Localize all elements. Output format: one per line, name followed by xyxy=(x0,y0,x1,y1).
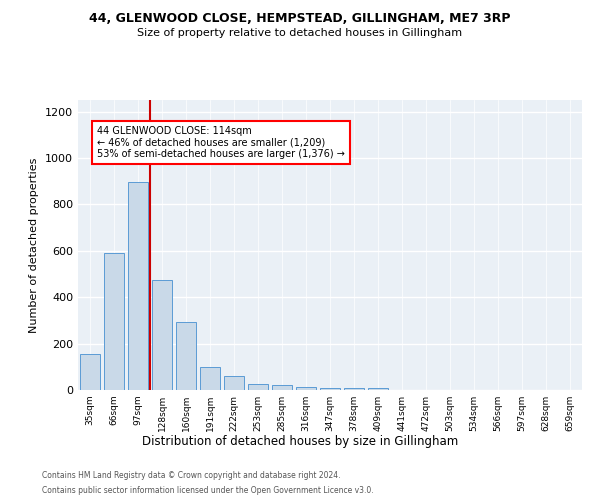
Bar xyxy=(368,388,388,390)
Text: 44 GLENWOOD CLOSE: 114sqm
← 46% of detached houses are smaller (1,209)
53% of se: 44 GLENWOOD CLOSE: 114sqm ← 46% of detac… xyxy=(97,126,345,158)
Bar xyxy=(296,387,316,390)
Bar xyxy=(152,280,172,390)
Bar xyxy=(200,367,220,390)
Y-axis label: Number of detached properties: Number of detached properties xyxy=(29,158,40,332)
Bar xyxy=(224,376,244,390)
Text: 44, GLENWOOD CLOSE, HEMPSTEAD, GILLINGHAM, ME7 3RP: 44, GLENWOOD CLOSE, HEMPSTEAD, GILLINGHA… xyxy=(89,12,511,26)
Text: Size of property relative to detached houses in Gillingham: Size of property relative to detached ho… xyxy=(137,28,463,38)
Text: Contains public sector information licensed under the Open Government Licence v3: Contains public sector information licen… xyxy=(42,486,374,495)
Bar xyxy=(320,388,340,390)
Bar xyxy=(80,354,100,390)
Text: Contains HM Land Registry data © Crown copyright and database right 2024.: Contains HM Land Registry data © Crown c… xyxy=(42,471,341,480)
Bar xyxy=(128,182,148,390)
Bar xyxy=(248,384,268,390)
Text: Distribution of detached houses by size in Gillingham: Distribution of detached houses by size … xyxy=(142,435,458,448)
Bar xyxy=(272,385,292,390)
Bar xyxy=(104,253,124,390)
Bar xyxy=(344,388,364,390)
Bar xyxy=(176,322,196,390)
